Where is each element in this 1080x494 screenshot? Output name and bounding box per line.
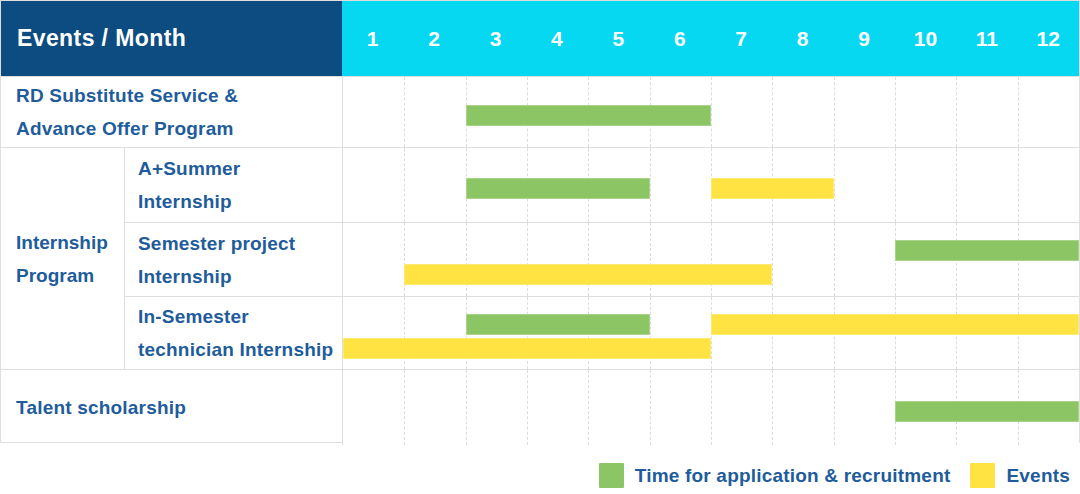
gantt-schedule-page: Events / Month 1 2 3 4 5 6 7 8 9 10 11 1… [0, 0, 1080, 494]
row-label-line: Internship [138, 185, 342, 218]
month-gridline [404, 77, 405, 147]
month-label-4: 4 [526, 1, 587, 76]
month-gridline [588, 370, 589, 445]
month-gridline [527, 223, 528, 296]
row-chart-area-in-semester [342, 297, 1079, 369]
row-label-in-semester: In-Semester technician Internship [125, 297, 342, 369]
month-gridline [834, 77, 835, 147]
legend-item-application-recruitment: Time for application & recruitment [599, 463, 951, 488]
row-label-talent-scholarship: Talent scholarship [1, 370, 342, 445]
month-gridline [834, 148, 835, 222]
yellow-swatch-icon [970, 463, 995, 488]
month-label-12: 12 [1018, 1, 1079, 76]
month-label-3: 3 [465, 1, 526, 76]
month-gridline [834, 223, 835, 296]
table-row-semester-project: Semester project Internship [125, 222, 1079, 296]
month-gridline [956, 148, 957, 222]
month-gridline [1018, 148, 1019, 222]
legend-item-events: Events [970, 463, 1070, 488]
month-gridline [956, 77, 957, 147]
row-label-rd-substitute: RD Substitute Service & Advance Offer Pr… [1, 77, 342, 147]
month-label-8: 8 [772, 1, 833, 76]
row-chart-area-a-summer [342, 148, 1079, 222]
application-recruitment-bar [466, 178, 650, 199]
month-gridline [895, 77, 896, 147]
month-gridline [527, 370, 528, 445]
legend-label-application-recruitment: Time for application & recruitment [635, 465, 951, 487]
row-label-line: In-Semester [138, 300, 342, 333]
row-label-line: technician Internship [138, 333, 342, 366]
month-label-7: 7 [711, 1, 772, 76]
row-label-a-summer: A+Summer Internship [125, 148, 342, 222]
month-gridline [650, 223, 651, 296]
month-label-1: 1 [342, 1, 403, 76]
row-label-line: Semester project [138, 227, 342, 260]
month-gridline [404, 148, 405, 222]
row-label-line: Advance Offer Program [16, 112, 342, 145]
events-bar [711, 314, 1079, 335]
header-title-cell: Events / Month [1, 1, 342, 76]
month-gridline [588, 223, 589, 296]
header-title: Events / Month [17, 25, 186, 52]
month-gridline [466, 223, 467, 296]
month-gridline [1018, 77, 1019, 147]
group-label-internship-program: Internship Program [1, 148, 125, 369]
events-bar [711, 178, 834, 199]
month-label-5: 5 [588, 1, 649, 76]
row-label-line: Internship [138, 260, 342, 293]
table-row-rd-substitute: RD Substitute Service & Advance Offer Pr… [1, 76, 1079, 147]
group-label-line: Internship [16, 226, 124, 259]
month-gridline [650, 148, 651, 222]
month-label-10: 10 [895, 1, 956, 76]
table-header: Events / Month 1 2 3 4 5 6 7 8 9 10 11 1… [1, 1, 1079, 76]
month-gridline [895, 148, 896, 222]
month-gridline [772, 370, 773, 445]
month-gridline [772, 77, 773, 147]
internship-program-group: Internship Program A+Summer Internship S… [1, 147, 1079, 369]
month-gridline [404, 370, 405, 445]
month-label-11: 11 [956, 1, 1017, 76]
row-label-line: A+Summer [138, 152, 342, 185]
schedule-table: Events / Month 1 2 3 4 5 6 7 8 9 10 11 1… [0, 0, 1080, 443]
internship-sub-rows: A+Summer Internship Semester project Int… [125, 148, 1079, 369]
row-label-semester-project: Semester project Internship [125, 223, 342, 296]
row-chart-area-talent-scholarship [342, 370, 1079, 445]
table-row-talent-scholarship: Talent scholarship [1, 369, 1079, 445]
month-header: 1 2 3 4 5 6 7 8 9 10 11 12 [342, 1, 1079, 76]
month-label-9: 9 [833, 1, 894, 76]
month-gridline [834, 370, 835, 445]
row-chart-area-rd-substitute [342, 77, 1079, 147]
application-recruitment-bar [895, 240, 1079, 261]
month-gridline [711, 77, 712, 147]
row-chart-area-semester-project [342, 223, 1079, 296]
month-gridline [404, 223, 405, 296]
month-gridline [711, 223, 712, 296]
month-gridline [772, 223, 773, 296]
month-label-2: 2 [403, 1, 464, 76]
month-gridline [650, 370, 651, 445]
application-recruitment-bar [895, 401, 1079, 422]
month-label-6: 6 [649, 1, 710, 76]
month-gridline [711, 370, 712, 445]
legend: Time for application & recruitment Event… [599, 463, 1070, 488]
application-recruitment-bar [466, 314, 650, 335]
legend-label-events: Events [1006, 465, 1070, 487]
group-label-line: Program [16, 259, 124, 292]
month-gridline [466, 370, 467, 445]
table-row-in-semester: In-Semester technician Internship [125, 296, 1079, 369]
table-row-a-summer: A+Summer Internship [125, 148, 1079, 222]
application-recruitment-bar [466, 105, 711, 126]
events-bar [404, 264, 772, 285]
green-swatch-icon [599, 463, 624, 488]
row-label-line: RD Substitute Service & [16, 79, 342, 112]
events-bar [343, 338, 711, 359]
row-label-line: Talent scholarship [16, 391, 342, 424]
